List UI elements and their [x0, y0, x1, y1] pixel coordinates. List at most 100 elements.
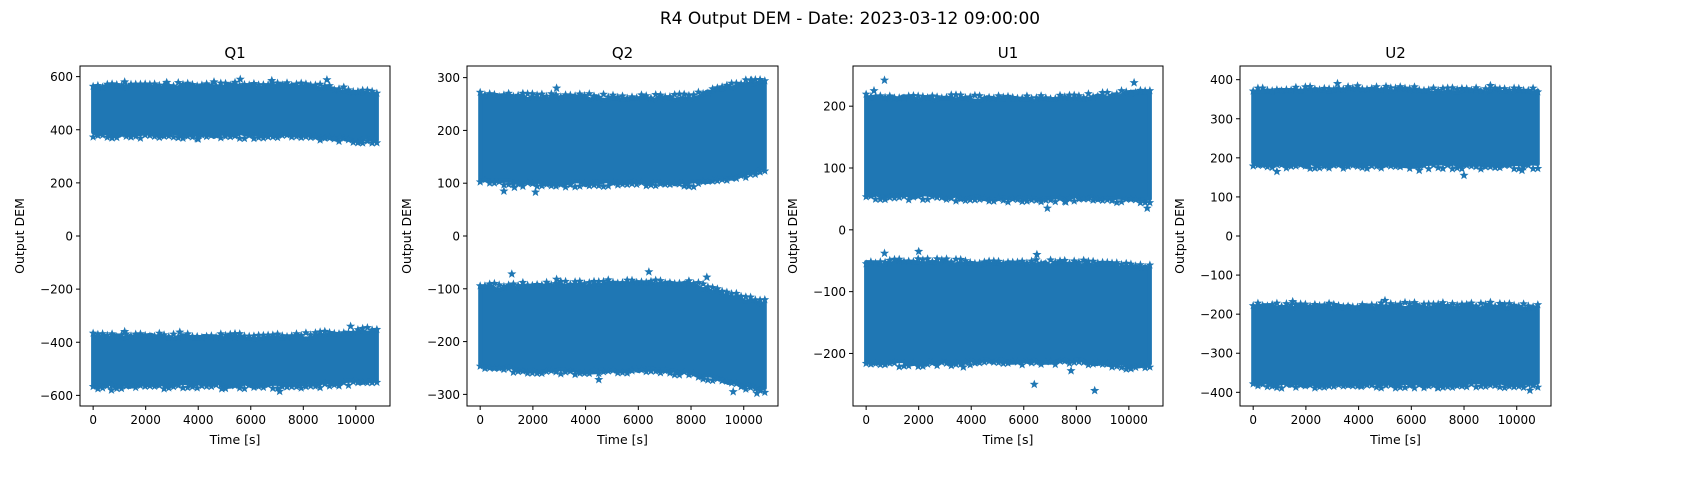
data-point: [93, 329, 103, 338]
data-point-outlier: [509, 182, 519, 192]
data-point: [329, 328, 339, 338]
data-point-outlier: [552, 83, 562, 93]
data-point: [1410, 298, 1419, 307]
data-point: [1424, 381, 1434, 390]
data-point: [1093, 91, 1103, 100]
data-point: [523, 280, 532, 289]
data-point: [589, 365, 599, 375]
data-point: [1253, 160, 1263, 169]
data-point: [1452, 300, 1462, 309]
data-point: [732, 173, 741, 183]
data-point: [1248, 86, 1258, 95]
data-point: [88, 381, 98, 391]
data-point: [561, 182, 570, 191]
data-point: [1145, 86, 1155, 95]
data-point: [937, 357, 947, 366]
data-point: [1102, 195, 1112, 204]
data-point-outlier: [728, 386, 738, 396]
data-point: [904, 195, 914, 204]
data-point: [244, 80, 254, 89]
data-point: [1381, 81, 1391, 91]
data-point: [1248, 161, 1258, 170]
data-point: [480, 175, 490, 184]
series-q2-points: [475, 75, 770, 398]
data-point: [909, 358, 918, 367]
data-point: [1258, 160, 1267, 170]
data-point: [131, 329, 141, 338]
data-point: [885, 91, 895, 100]
data-point: [632, 179, 642, 189]
data-point: [1017, 360, 1027, 369]
data-point: [1291, 299, 1301, 309]
data-point: [296, 78, 306, 87]
data-point: [1419, 160, 1429, 170]
data-point: [523, 368, 532, 377]
data-point: [259, 330, 268, 340]
data-point: [722, 175, 732, 184]
data-point: [178, 383, 188, 392]
data-point: [918, 91, 928, 101]
data-point: [1443, 382, 1453, 391]
data-point: [140, 381, 150, 391]
data-point: [263, 132, 273, 141]
data-point: [1395, 382, 1405, 391]
data-point: [1486, 162, 1495, 171]
data-point: [1343, 162, 1353, 171]
data-point: [637, 277, 646, 286]
data-point: [301, 132, 311, 141]
data-point: [1348, 381, 1358, 390]
data-point: [107, 133, 117, 142]
subplot-q1: 0 2000 4000 6000 8000 10000 −600 −400 −200 0 200 40…: [12, 44, 391, 447]
data-point: [584, 278, 594, 287]
data-point: [528, 179, 537, 188]
data-point: [1253, 83, 1263, 92]
data-point: [244, 131, 254, 140]
x-tick-label: 8000: [1449, 413, 1480, 427]
data-point: [211, 332, 221, 341]
data-point: [1315, 382, 1324, 391]
data-point: [1462, 299, 1471, 308]
data-point: [1372, 301, 1381, 310]
data-point: [1500, 299, 1509, 309]
data-point: [632, 365, 642, 374]
x-tick-label: 0: [862, 413, 870, 427]
data-point-outlier: [120, 326, 130, 336]
data-point: [670, 370, 680, 379]
data-point: [1381, 380, 1391, 390]
data-point: [1505, 381, 1514, 390]
data-point: [93, 131, 103, 140]
data-point: [107, 329, 117, 338]
data-point: [1381, 301, 1391, 310]
data-point: [613, 278, 623, 287]
data-point: [1084, 256, 1093, 265]
data-point: [618, 368, 627, 377]
data-point: [344, 85, 353, 94]
data-point: [670, 90, 680, 99]
data-point: [537, 280, 547, 289]
data-point: [946, 90, 956, 99]
data-point: [998, 195, 1008, 204]
y-tick-label: 100: [1210, 190, 1233, 204]
data-point: [254, 133, 263, 142]
data-point: [951, 359, 961, 369]
data-point-outlier: [209, 77, 219, 86]
data-point: [1074, 91, 1084, 100]
data-point: [259, 80, 268, 89]
data-point: [523, 89, 532, 98]
data-point: [225, 380, 235, 390]
data-point: [1267, 381, 1277, 390]
data-point: [1140, 198, 1150, 207]
data-point: [1065, 258, 1074, 268]
data-point: [348, 327, 358, 337]
data-point: [1069, 196, 1079, 205]
data-point: [928, 91, 937, 100]
data-point: [1248, 301, 1258, 310]
data-point: [736, 79, 746, 88]
data-point: [518, 277, 528, 287]
data-point: [1107, 362, 1117, 371]
data-point: [1282, 299, 1291, 308]
y-axis-label: Output DEM: [12, 198, 27, 274]
axes-frame: [852, 65, 1164, 407]
data-point: [871, 258, 880, 267]
data-point: [98, 130, 107, 139]
